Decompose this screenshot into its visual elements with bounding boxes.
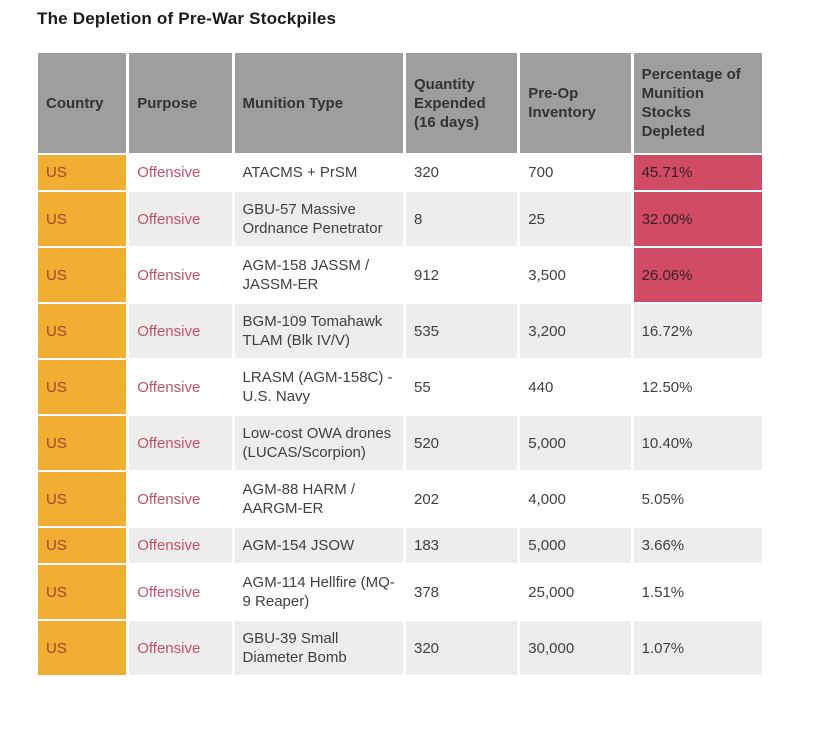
column-header-purpose: Purpose: [129, 53, 232, 153]
table-row: US Offensive AGM-114 Hellfire (MQ-9 Reap…: [38, 565, 762, 619]
column-header-quantity-expended: Quantity Expended (16 days): [405, 53, 518, 153]
table-header-row: Country Purpose Munition Type Quantity E…: [38, 53, 762, 153]
cell-purpose: Offensive: [129, 565, 232, 619]
cell-purpose: Offensive: [129, 528, 232, 563]
cell-preop-inventory: 4,000: [520, 472, 631, 526]
page-title: The Depletion of Pre-War Stockpiles: [37, 9, 337, 28]
column-header-percent-depleted: Percentage of Munition Stocks Depleted: [633, 53, 762, 153]
cell-purpose: Offensive: [129, 192, 232, 246]
cell-percent-depleted: 26.06%: [633, 248, 762, 302]
cell-preop-inventory: 5,000: [520, 416, 631, 470]
cell-quantity-expended: 520: [405, 416, 518, 470]
cell-munition-type: AGM-88 HARM / AARGM-ER: [234, 472, 403, 526]
cell-purpose: Offensive: [129, 621, 232, 675]
column-header-country: Country: [38, 53, 127, 153]
table-row: US Offensive AGM-88 HARM / AARGM-ER 202 …: [38, 472, 762, 526]
cell-munition-type: BGM-109 Tomahawk TLAM (Blk IV/V): [234, 304, 403, 358]
cell-percent-depleted: 12.50%: [633, 360, 762, 414]
cell-quantity-expended: 535: [405, 304, 518, 358]
cell-preop-inventory: 25: [520, 192, 631, 246]
cell-preop-inventory: 700: [520, 155, 631, 190]
cell-country: US: [38, 472, 127, 526]
cell-purpose: Offensive: [129, 304, 232, 358]
cell-munition-type: Low-cost OWA drones (LUCAS/Scorpion): [234, 416, 403, 470]
cell-purpose: Offensive: [129, 155, 232, 190]
cell-preop-inventory: 5,000: [520, 528, 631, 563]
cell-country: US: [38, 155, 127, 190]
cell-country: US: [38, 528, 127, 563]
stockpile-table: Country Purpose Munition Type Quantity E…: [35, 51, 765, 677]
cell-country: US: [38, 565, 127, 619]
cell-country: US: [38, 192, 127, 246]
cell-percent-depleted: 16.72%: [633, 304, 762, 358]
cell-munition-type: ATACMS + PrSM: [234, 155, 403, 190]
cell-percent-depleted: 3.66%: [633, 528, 762, 563]
cell-quantity-expended: 320: [405, 155, 518, 190]
cell-purpose: Offensive: [129, 472, 232, 526]
cell-preop-inventory: 440: [520, 360, 631, 414]
cell-country: US: [38, 416, 127, 470]
cell-quantity-expended: 912: [405, 248, 518, 302]
cell-country: US: [38, 304, 127, 358]
table-body: US Offensive ATACMS + PrSM 320 700 45.71…: [38, 155, 762, 675]
cell-munition-type: AGM-158 JASSM / JASSM-ER: [234, 248, 403, 302]
cell-quantity-expended: 320: [405, 621, 518, 675]
cell-quantity-expended: 8: [405, 192, 518, 246]
cell-preop-inventory: 25,000: [520, 565, 631, 619]
cell-munition-type: AGM-154 JSOW: [234, 528, 403, 563]
table-row: US Offensive AGM-154 JSOW 183 5,000 3.66…: [38, 528, 762, 563]
table-row: US Offensive LRASM (AGM-158C) - U.S. Nav…: [38, 360, 762, 414]
column-header-preop-inventory: Pre-Op Inventory: [520, 53, 631, 153]
cell-munition-type: GBU-57 Massive Ordnance Penetrator: [234, 192, 403, 246]
cell-country: US: [38, 360, 127, 414]
cell-quantity-expended: 378: [405, 565, 518, 619]
cell-preop-inventory: 3,500: [520, 248, 631, 302]
cell-quantity-expended: 55: [405, 360, 518, 414]
page: The Depletion of Pre-War Stockpiles Coun…: [35, 9, 765, 677]
cell-munition-type: AGM-114 Hellfire (MQ-9 Reaper): [234, 565, 403, 619]
cell-percent-depleted: 1.07%: [633, 621, 762, 675]
cell-percent-depleted: 10.40%: [633, 416, 762, 470]
table-row: US Offensive AGM-158 JASSM / JASSM-ER 91…: [38, 248, 762, 302]
cell-purpose: Offensive: [129, 416, 232, 470]
table-row: US Offensive GBU-57 Massive Ordnance Pen…: [38, 192, 762, 246]
cell-quantity-expended: 202: [405, 472, 518, 526]
cell-percent-depleted: 5.05%: [633, 472, 762, 526]
table-row: US Offensive ATACMS + PrSM 320 700 45.71…: [38, 155, 762, 190]
cell-percent-depleted: 45.71%: [633, 155, 762, 190]
cell-purpose: Offensive: [129, 360, 232, 414]
cell-preop-inventory: 3,200: [520, 304, 631, 358]
cell-percent-depleted: 1.51%: [633, 565, 762, 619]
cell-munition-type: GBU-39 Small Diameter Bomb: [234, 621, 403, 675]
cell-munition-type: LRASM (AGM-158C) - U.S. Navy: [234, 360, 403, 414]
cell-preop-inventory: 30,000: [520, 621, 631, 675]
column-header-munition-type: Munition Type: [234, 53, 403, 153]
cell-quantity-expended: 183: [405, 528, 518, 563]
table-row: US Offensive GBU-39 Small Diameter Bomb …: [38, 621, 762, 675]
cell-purpose: Offensive: [129, 248, 232, 302]
table-row: US Offensive Low-cost OWA drones (LUCAS/…: [38, 416, 762, 470]
cell-percent-depleted: 32.00%: [633, 192, 762, 246]
table-row: US Offensive BGM-109 Tomahawk TLAM (Blk …: [38, 304, 762, 358]
cell-country: US: [38, 621, 127, 675]
cell-country: US: [38, 248, 127, 302]
